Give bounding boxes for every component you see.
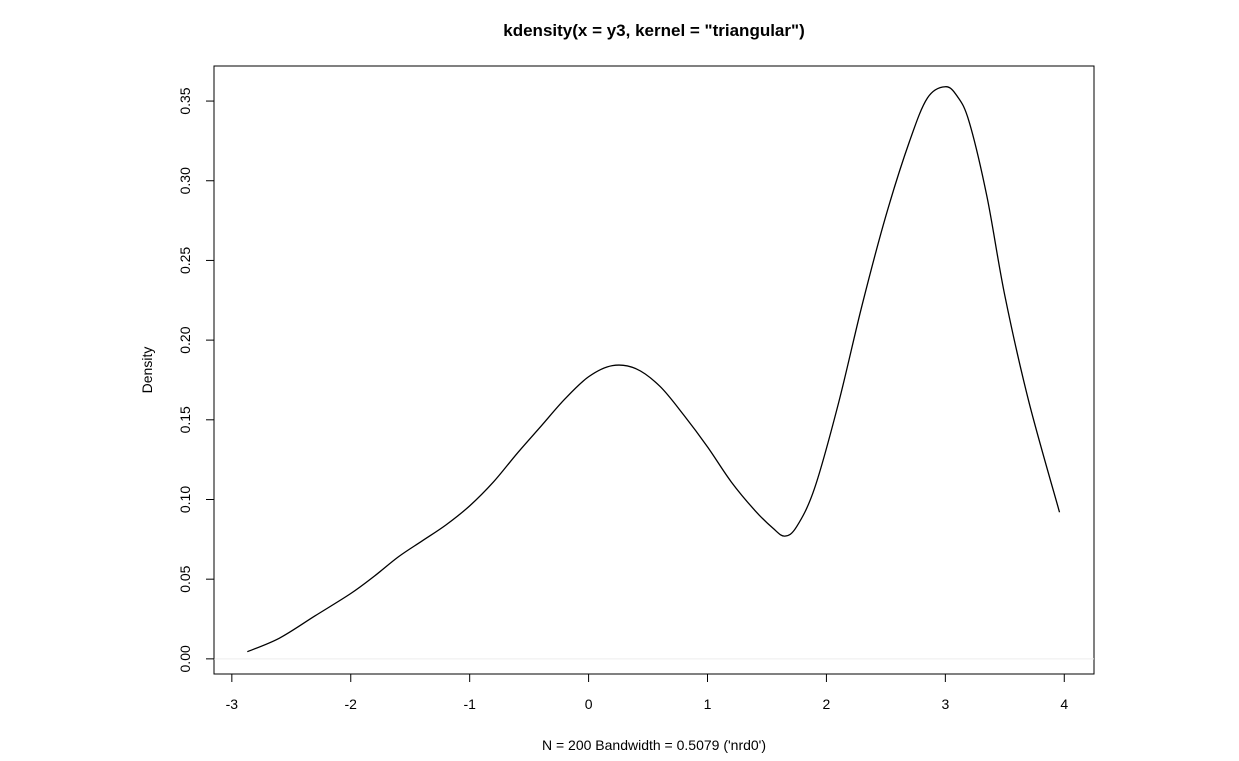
y-tick-label: 0.05 xyxy=(177,565,193,592)
x-tick-label: 3 xyxy=(941,696,949,712)
y-tick-label: 0.30 xyxy=(177,167,193,194)
x-tick-label: 4 xyxy=(1060,696,1068,712)
y-tick-label: 0.20 xyxy=(177,326,193,353)
density-line xyxy=(247,86,1061,653)
x-tick-label: 0 xyxy=(585,696,593,712)
plot-frame xyxy=(213,65,1095,675)
chart-title: kdensity(x = y3, kernel = "triangular") xyxy=(503,21,804,40)
x-tick-label: -1 xyxy=(463,696,476,712)
y-axis-label: Density xyxy=(139,347,155,394)
y-tick-label: 0.35 xyxy=(177,87,193,114)
x-axis: -3 -2 -1 0 1 2 3 4 xyxy=(226,673,1068,712)
y-tick-label: 0.00 xyxy=(177,645,193,672)
x-tick-label: -2 xyxy=(345,696,358,712)
x-tick-label: 2 xyxy=(823,696,831,712)
x-axis-label: N = 200 Bandwidth = 0.5079 ('nrd0') xyxy=(542,737,766,753)
series-layer xyxy=(247,86,1061,653)
x-tick-label: 1 xyxy=(704,696,712,712)
x-tick-label: -3 xyxy=(226,696,239,712)
y-tick-label: 0.15 xyxy=(177,406,193,433)
y-tick-label: 0.25 xyxy=(177,247,193,274)
y-axis: 0.00 0.05 0.10 0.15 0.20 0.25 0.30 0.35 xyxy=(177,87,215,672)
y-tick-label: 0.10 xyxy=(177,486,193,513)
